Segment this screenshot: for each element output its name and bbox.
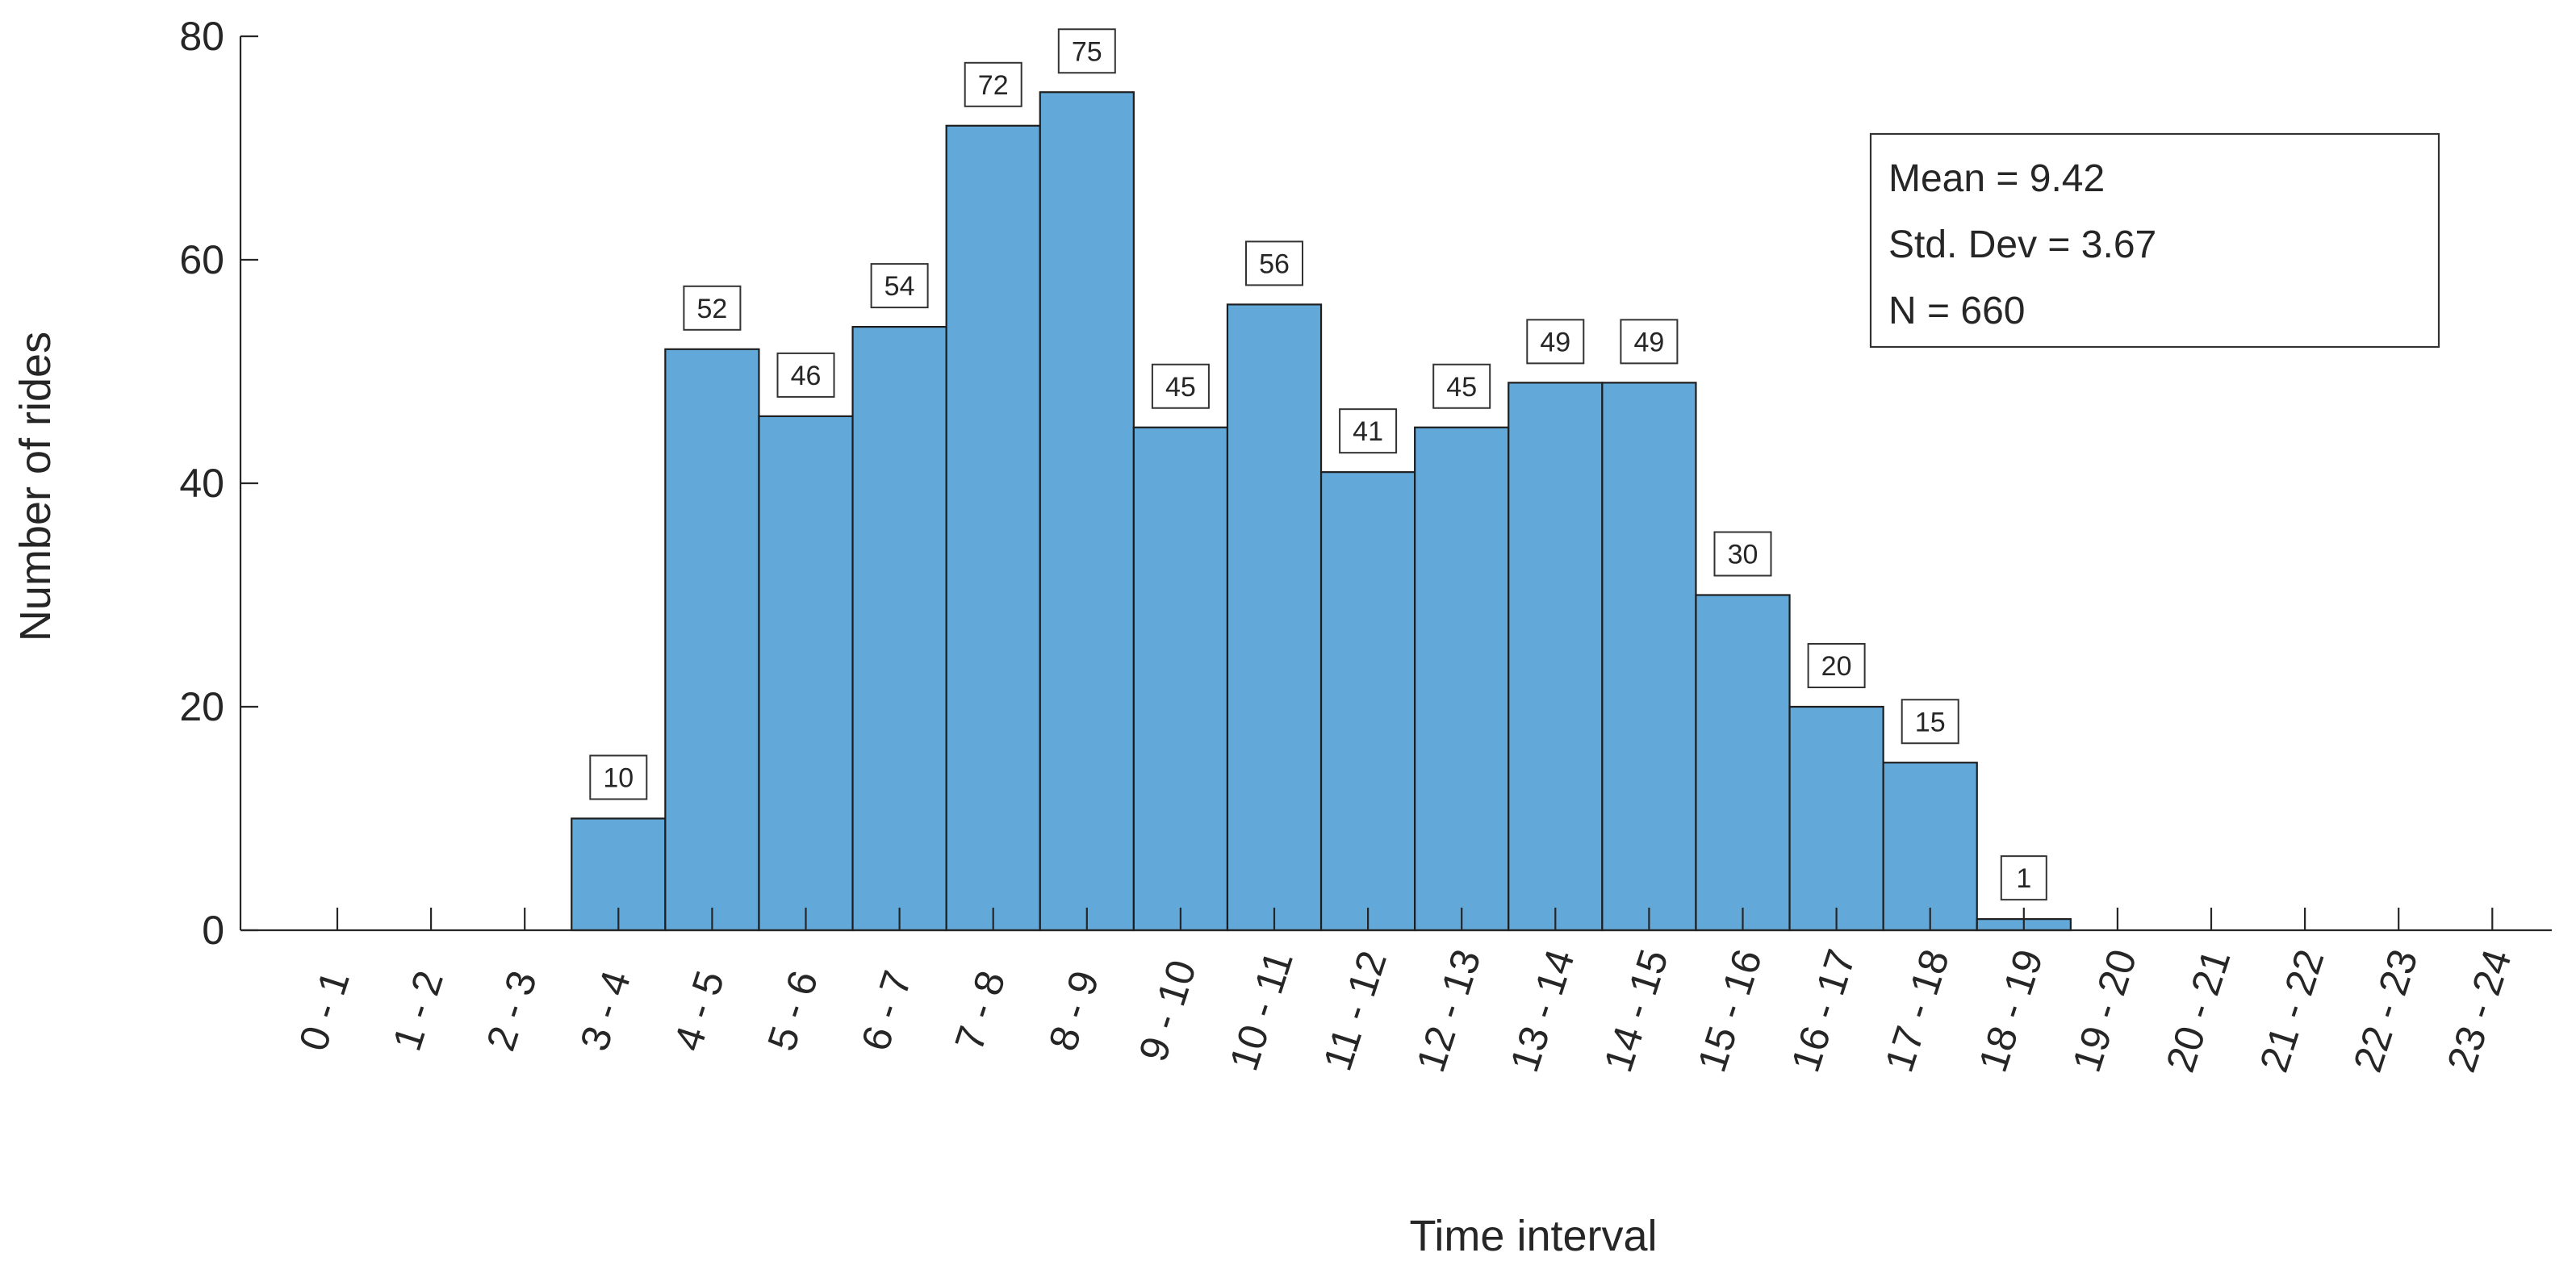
x-tick-label: 16 - 17 (1783, 944, 1864, 1077)
data-labels-group: 10 52 46 54 72 75 45 56 41 45 49 49 30 20 15 1 (589, 28, 2047, 901)
x-tick-label: 22 - 23 (2344, 944, 2426, 1077)
data-label: 10 (603, 763, 634, 794)
x-tick-label: 19 - 20 (2064, 944, 2145, 1077)
y-tick-label: 40 (179, 461, 224, 506)
data-label: 75 (1072, 36, 1102, 67)
data-label: 30 (1728, 540, 1758, 570)
histogram-bar (1226, 303, 1323, 932)
x-tick-label: 20 - 21 (2157, 944, 2239, 1077)
stats-box: Mean = 9.42 Std. Dev = 3.67 N = 660 (1869, 132, 2440, 349)
data-label-box (1245, 240, 1303, 286)
histogram-bar (1132, 426, 1229, 932)
x-tick-label: 10 - 11 (1221, 946, 1302, 1076)
y-tick-label: 20 (179, 684, 224, 729)
x-tick-label: 13 - 14 (1501, 944, 1583, 1077)
histogram-bar (1601, 382, 1697, 932)
y-axis-title: Number of rides (11, 332, 60, 641)
data-label: 56 (1259, 248, 1290, 279)
histogram-bar (1319, 471, 1416, 932)
data-label: 52 (696, 294, 727, 324)
x-tick-label: 12 - 13 (1407, 944, 1489, 1077)
data-label: 72 (978, 70, 1009, 101)
y-tick-label: 60 (179, 237, 224, 282)
data-label-box (1713, 531, 1772, 577)
data-label: 49 (1633, 327, 1664, 357)
stats-line: Std. Dev = 3.67 (1888, 223, 2156, 266)
data-label: 45 (1446, 372, 1477, 403)
histogram-bar (1508, 382, 1604, 932)
histogram-bar (945, 124, 1041, 932)
y-tick-label: 80 (179, 14, 224, 59)
data-label-box (1432, 363, 1491, 409)
x-tick-label: 11 - 12 (1315, 946, 1395, 1076)
stats-box-frame (1869, 132, 2440, 349)
histogram-bar (1788, 705, 1884, 932)
histogram-bar (1039, 91, 1135, 932)
data-label-box (1151, 363, 1210, 409)
data-label-box (1057, 28, 1116, 74)
data-label: 54 (884, 271, 915, 302)
x-tick-label: 7 - 8 (946, 966, 1014, 1056)
bars-group (571, 91, 2072, 932)
histogram-bar (851, 326, 947, 932)
data-label-box (2000, 855, 2047, 901)
data-label-box (683, 285, 742, 331)
stats-line: Mean = 9.42 (1888, 157, 2105, 200)
data-label: 41 (1353, 416, 1383, 447)
data-label-box (1526, 319, 1585, 365)
x-tick-label: 8 - 9 (1040, 966, 1108, 1056)
x-tick-label: 3 - 4 (571, 966, 639, 1056)
x-tick-label: 9 - 10 (1130, 954, 1205, 1067)
histogram-bar (758, 415, 854, 932)
x-tick-label: 23 - 24 (2438, 944, 2520, 1077)
histogram-bar (1695, 594, 1791, 932)
data-label-box (870, 263, 929, 309)
y-tick-label: 0 (202, 908, 224, 953)
data-label-box (776, 352, 835, 398)
data-label-box (589, 754, 648, 800)
data-label-box (964, 61, 1022, 107)
x-tick-label: 18 - 19 (1970, 944, 2051, 1077)
histogram-bar (1414, 426, 1510, 932)
x-axis-title: Time interval (1409, 1212, 1657, 1260)
x-tick-label: 14 - 15 (1595, 944, 1677, 1077)
data-label: 49 (1540, 327, 1570, 357)
x-tick-label: 4 - 5 (665, 966, 733, 1056)
x-tick-label: 6 - 7 (852, 966, 920, 1056)
x-tick-label: 21 - 22 (2251, 944, 2332, 1077)
data-label-box (1807, 643, 1866, 688)
data-label-box (1620, 319, 1679, 365)
data-label-box (1901, 699, 1959, 745)
histogram-bar (1882, 762, 1978, 932)
histogram-bar (664, 348, 760, 932)
x-tick-label: 0 - 1 (291, 966, 358, 1056)
x-tick-label: 15 - 16 (1689, 944, 1771, 1077)
data-label: 20 (1821, 651, 1852, 682)
x-tick-label: 2 - 3 (478, 966, 546, 1056)
stats-line: N = 660 (1888, 290, 2025, 332)
data-label: 15 (1915, 707, 1946, 737)
data-label: 46 (791, 361, 822, 391)
x-tick-label: 5 - 6 (759, 966, 826, 1056)
data-label: 45 (1165, 372, 1196, 403)
data-label: 1 (2016, 863, 2031, 894)
x-tick-label: 1 - 2 (384, 966, 452, 1056)
x-tick-label: 17 - 18 (1876, 944, 1958, 1077)
data-label-box (1339, 408, 1398, 454)
